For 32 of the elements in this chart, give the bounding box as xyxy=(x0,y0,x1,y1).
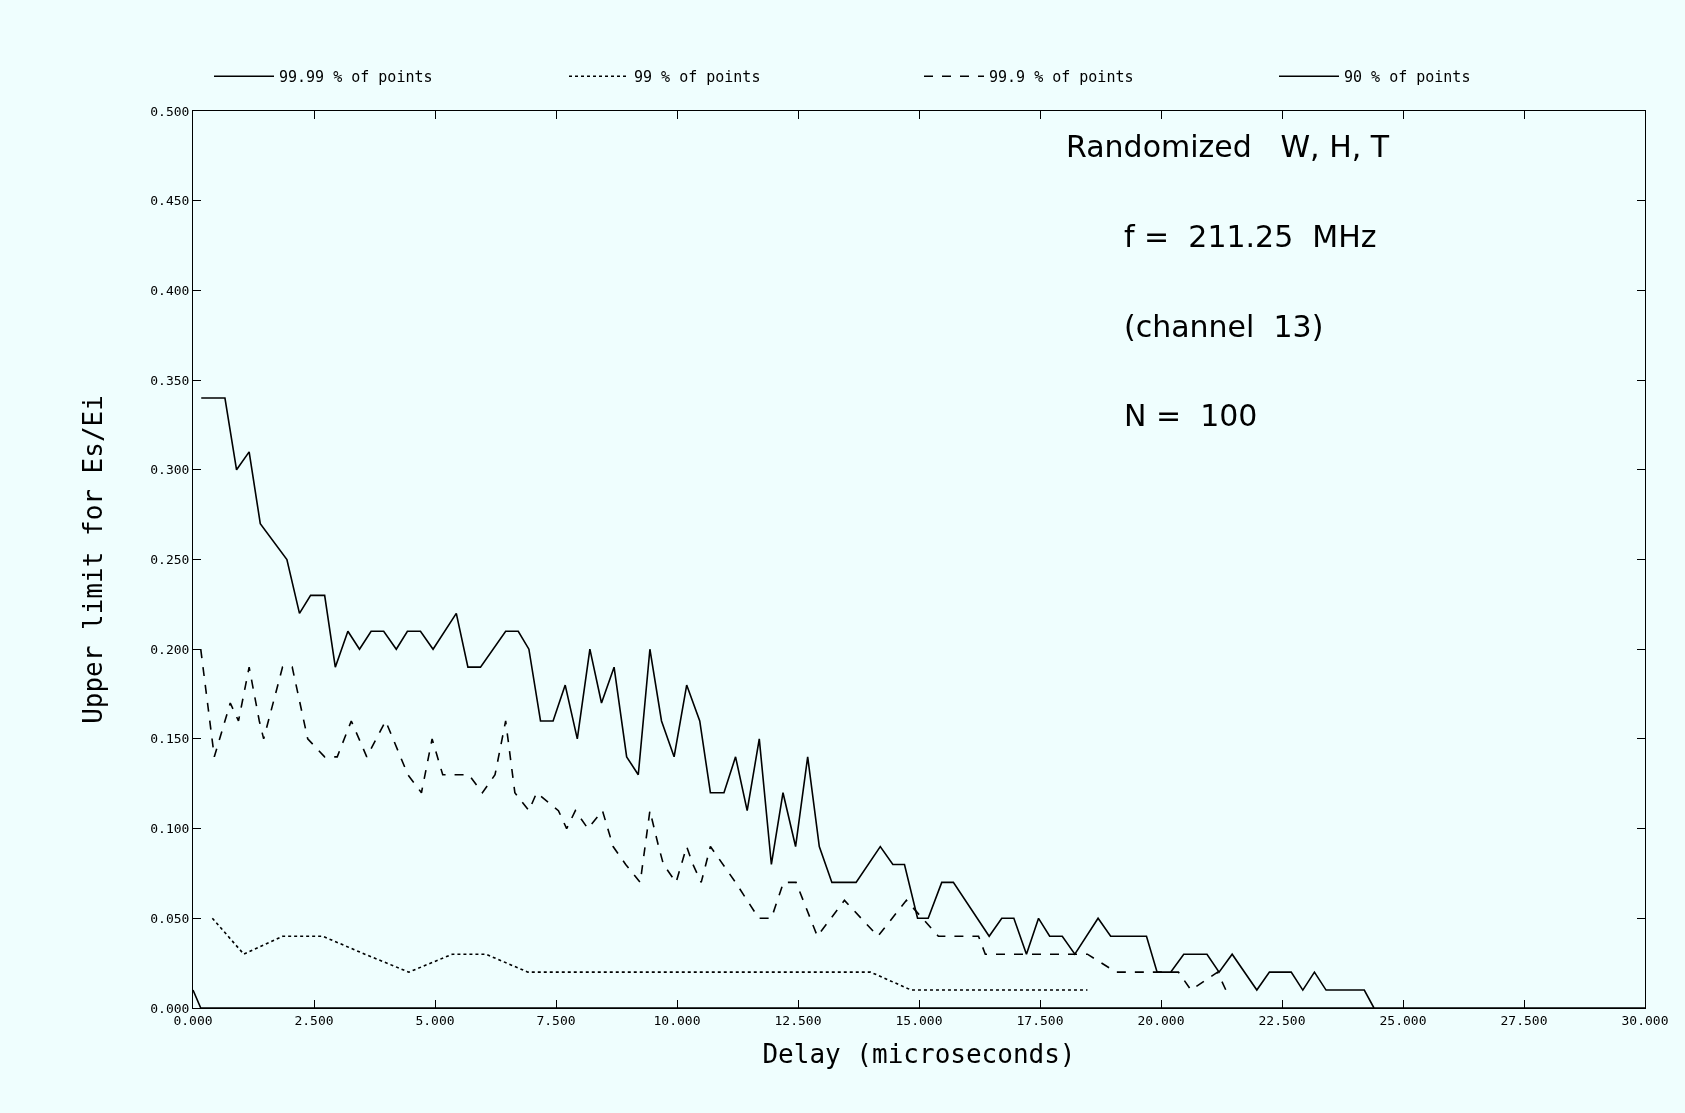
y-tick-label: 0.450 xyxy=(150,193,190,209)
annotation: N = 100 xyxy=(1124,398,1258,433)
annotation: Randomized W, H, T xyxy=(1066,129,1390,164)
legend-label: 99.9 % of points xyxy=(989,68,1134,87)
legend-label: 99.99 % of points xyxy=(279,68,433,87)
x-tick-label: 7.500 xyxy=(536,1012,576,1028)
y-axis-title: Upper limit for Es/Ei xyxy=(77,395,108,724)
y-tick-label: 0.100 xyxy=(150,821,190,837)
x-tick-label: 17.500 xyxy=(1016,1012,1064,1028)
x-tick-label: 5.000 xyxy=(415,1012,455,1028)
y-tick-label: 0.300 xyxy=(150,462,190,478)
y-tick-label: 0.250 xyxy=(150,552,190,568)
x-tick-label: 10.000 xyxy=(653,1012,701,1028)
y-tick-label: 0.150 xyxy=(150,731,190,747)
x-tick-label: 20.000 xyxy=(1137,1012,1185,1028)
legend-label: 90 % of points xyxy=(1344,68,1471,87)
x-tick-label: 27.500 xyxy=(1500,1012,1548,1028)
x-tick-label: 30.000 xyxy=(1621,1012,1669,1028)
y-tick-label: 0.200 xyxy=(150,641,190,657)
annotation: (channel 13) xyxy=(1124,309,1324,344)
y-tick-label: 0.350 xyxy=(150,372,190,388)
annotation: f = 211.25 MHz xyxy=(1124,219,1377,254)
x-tick-label: 12.500 xyxy=(774,1012,822,1028)
x-tick-label: 22.500 xyxy=(1258,1012,1306,1028)
x-tick-label: 25.000 xyxy=(1379,1012,1427,1028)
x-tick-label: 2.500 xyxy=(294,1012,334,1028)
y-tick-label: 0.050 xyxy=(150,910,190,926)
x-axis-title: Delay (microseconds) xyxy=(762,1039,1076,1070)
y-tick-label: 0.400 xyxy=(150,282,190,298)
y-tick-label: 0.500 xyxy=(150,103,190,119)
x-tick-label: 15.000 xyxy=(895,1012,943,1028)
legend-label: 99 % of points xyxy=(634,68,761,87)
